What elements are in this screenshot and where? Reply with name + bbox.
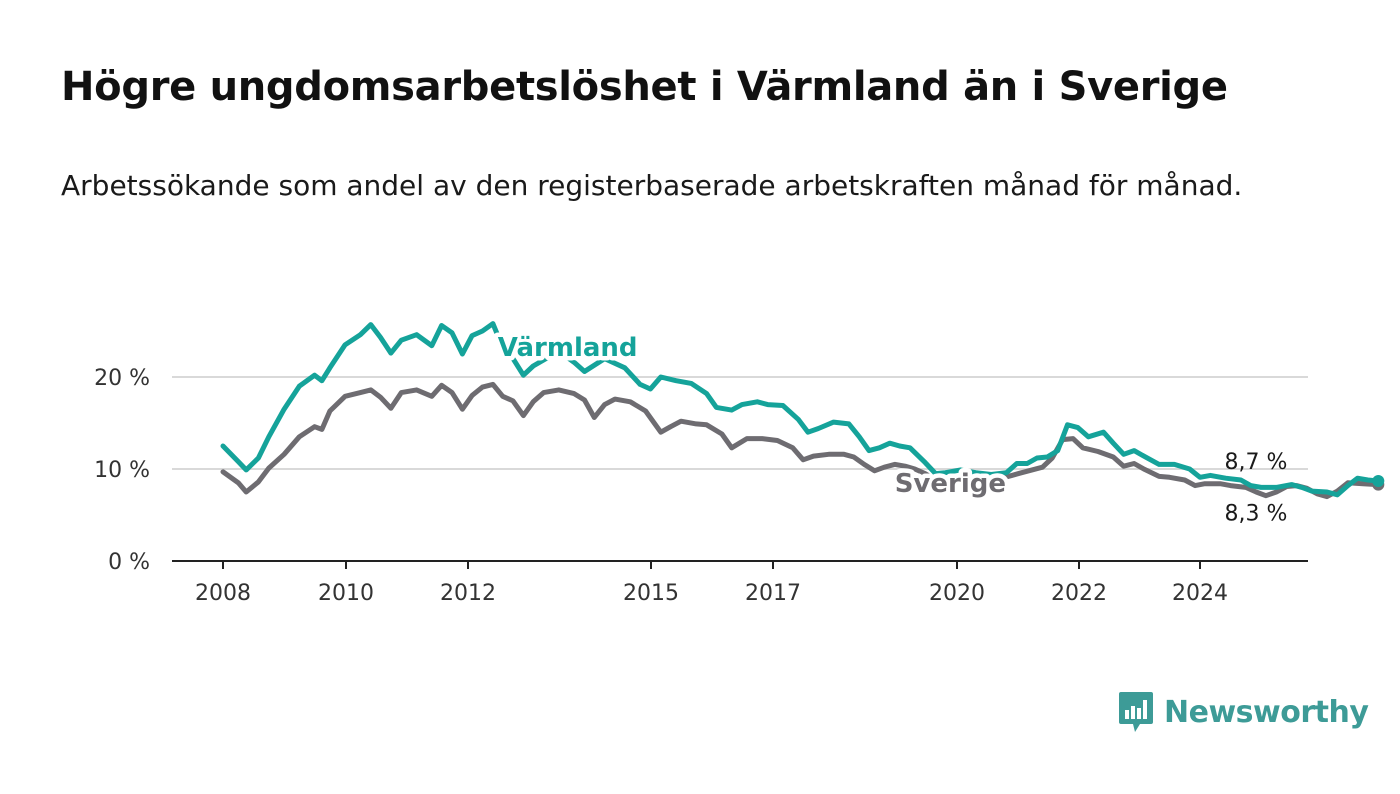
series-label-halo: Värmland <box>498 333 638 363</box>
series-line-varmland <box>220 321 1381 498</box>
x-tick-label: 2017 <box>745 581 801 606</box>
y-tick-label: 10 % <box>94 458 150 483</box>
bar-chart-speech-bubble-icon <box>1119 692 1153 732</box>
logo-text: Newsworthy <box>1164 694 1369 730</box>
series-label-halo: Sverige <box>895 469 1006 499</box>
y-tick-label: 0 % <box>108 550 150 575</box>
x-tick-label: 2010 <box>318 581 374 606</box>
x-tick-label: 2022 <box>1051 581 1107 606</box>
x-tick-label: 2012 <box>440 581 496 606</box>
y-tick-label: 20 % <box>94 366 150 391</box>
series-lines <box>220 321 1385 500</box>
x-tick-label: 2024 <box>1172 581 1228 606</box>
end-value-label-varmland: 8,7 % <box>1225 450 1288 475</box>
series-line-sverige <box>220 381 1381 500</box>
x-tick-label: 2020 <box>929 581 985 606</box>
x-tick-label: 2015 <box>623 581 679 606</box>
end-point-varmland <box>1372 474 1385 487</box>
chart-subtitle: Arbetssökande som andel av den registerb… <box>61 169 1243 202</box>
axes: 0 % 10 % 20 % 2008 2010 2012 2015 2017 2020 2022 2… <box>94 366 1308 606</box>
chart-title: Högre ungdomsarbetslöshet i Värmland än … <box>61 64 1228 110</box>
grid-lines <box>172 376 1308 470</box>
end-value-label-sverige: 8,3 % <box>1225 502 1288 527</box>
series-label-varmland: Värmland <box>498 333 638 363</box>
newsworthy-logo: Newsworthy <box>1118 690 1369 734</box>
x-tick-label: 2008 <box>195 581 251 606</box>
series-label-sverige: Sverige <box>895 469 1006 499</box>
